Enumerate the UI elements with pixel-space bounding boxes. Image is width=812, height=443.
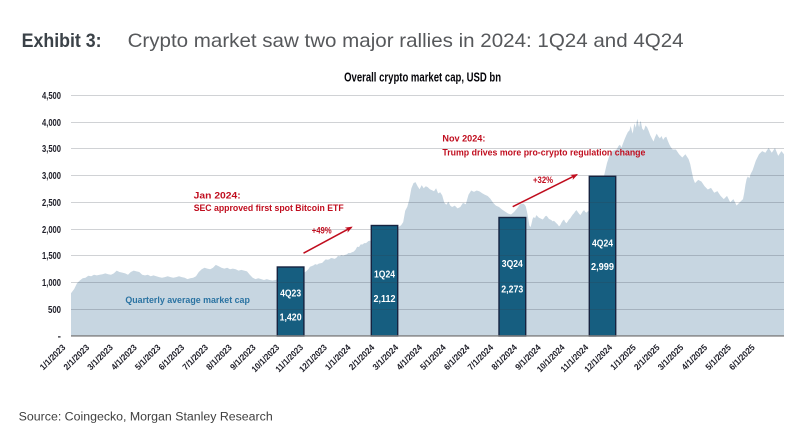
svg-text:1,000: 1,000 bbox=[42, 278, 61, 289]
svg-text:Jan 2024:: Jan 2024: bbox=[194, 190, 241, 201]
svg-text:3Q24: 3Q24 bbox=[502, 259, 523, 270]
svg-text:1,420: 1,420 bbox=[280, 313, 302, 324]
svg-text:Trump drives more pro-crypto r: Trump drives more pro-crypto regulation … bbox=[442, 147, 645, 158]
svg-text:Quarterly average market cap: Quarterly average market cap bbox=[125, 295, 250, 306]
svg-text:3,000: 3,000 bbox=[42, 171, 61, 182]
svg-text:2,273: 2,273 bbox=[501, 284, 523, 295]
svg-text:4,000: 4,000 bbox=[42, 118, 61, 129]
svg-text:2,112: 2,112 bbox=[374, 294, 396, 305]
svg-text:2,000: 2,000 bbox=[42, 225, 61, 236]
svg-text:+49%: +49% bbox=[312, 226, 332, 237]
svg-text:SEC approved first spot Bitcoi: SEC approved first spot Bitcoin ETF bbox=[194, 203, 344, 214]
svg-text:-: - bbox=[58, 331, 61, 342]
svg-text:Crypto market saw two major ra: Crypto market saw two major rallies in 2… bbox=[128, 30, 684, 52]
svg-text:Source: Coingecko, Morgan Stan: Source: Coingecko, Morgan Stanley Resear… bbox=[19, 412, 273, 424]
svg-text:1Q24: 1Q24 bbox=[374, 270, 395, 281]
svg-text:1,500: 1,500 bbox=[42, 251, 61, 262]
svg-text:Nov 2024:: Nov 2024: bbox=[442, 134, 485, 145]
svg-text:500: 500 bbox=[48, 305, 61, 316]
svg-text:4,500: 4,500 bbox=[42, 91, 61, 102]
svg-text:4Q23: 4Q23 bbox=[280, 289, 301, 300]
svg-text:Exhibit 3:: Exhibit 3: bbox=[22, 31, 102, 52]
svg-text:4Q24: 4Q24 bbox=[592, 239, 613, 250]
svg-text:Overall crypto market cap, USD: Overall crypto market cap, USD bn bbox=[344, 70, 501, 85]
svg-text:+32%: +32% bbox=[533, 175, 553, 186]
svg-text:3,500: 3,500 bbox=[42, 144, 61, 155]
svg-text:2,500: 2,500 bbox=[42, 198, 61, 209]
svg-text:2,999: 2,999 bbox=[591, 262, 614, 273]
